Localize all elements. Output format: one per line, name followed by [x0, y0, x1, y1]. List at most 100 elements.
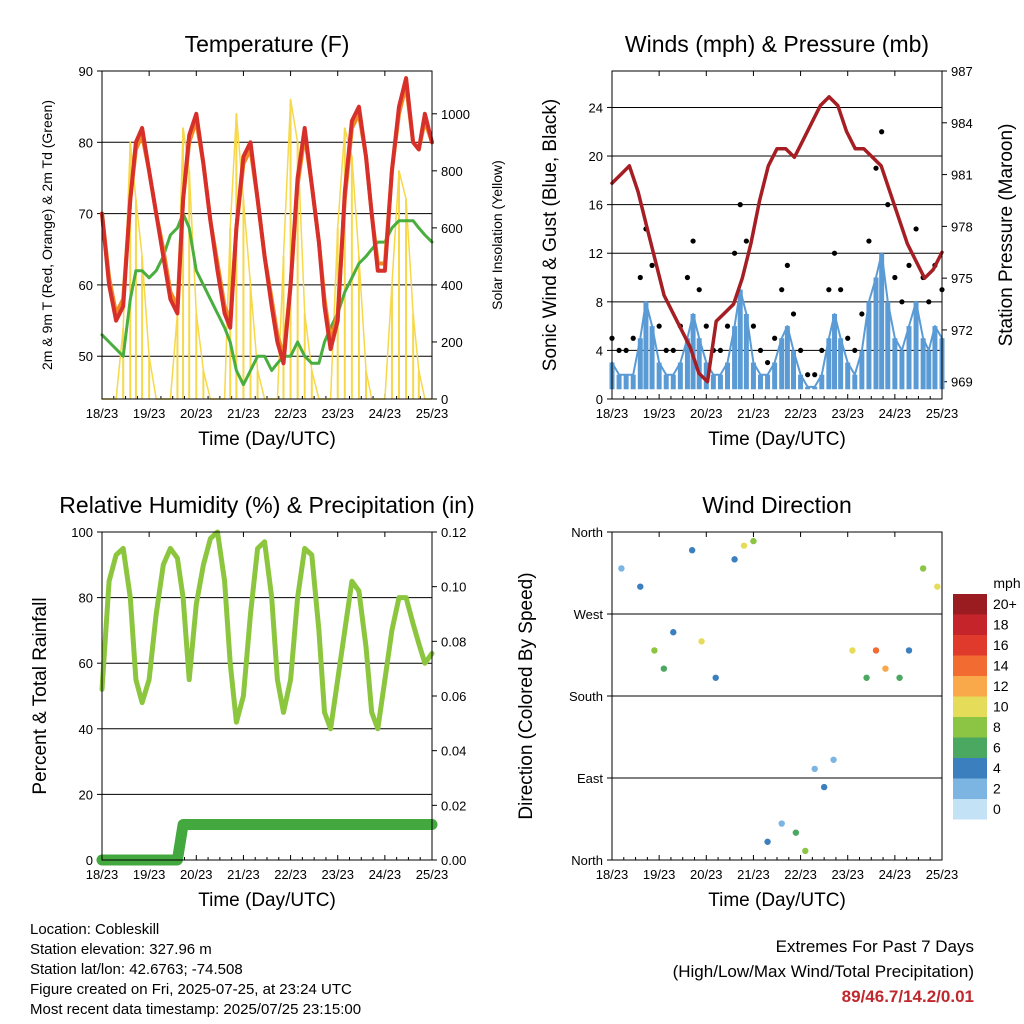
- y-right-tick-label: 984: [951, 116, 973, 131]
- x-tick-label: 19/23: [133, 867, 166, 882]
- y-tick-label: 16: [589, 198, 603, 213]
- x-tick-label: 25/23: [926, 406, 959, 421]
- direction-point: [731, 556, 738, 563]
- y-axis-label: Sonic Wind & Gust (Blue, Black): [540, 99, 561, 371]
- y-tick-label: 20: [589, 149, 603, 164]
- precip-line: [96, 819, 438, 866]
- y-tick-label: 100: [71, 525, 93, 540]
- y-tick-label: North: [571, 853, 603, 868]
- extremes-subtitle: (High/Low/Max Wind/Total Precipitation): [672, 962, 974, 981]
- y-right-tick-label: 600: [441, 221, 463, 236]
- direction-point: [882, 665, 889, 672]
- y-tick-label: 0: [86, 853, 93, 868]
- x-tick-label: 24/23: [879, 406, 912, 421]
- gust-point: [831, 250, 838, 256]
- y-right-tick-label: 972: [951, 323, 973, 338]
- gust-point: [866, 238, 872, 244]
- x-tick-label: 25/23: [926, 867, 959, 882]
- temp-2m-line: [100, 76, 434, 366]
- direction-point: [618, 565, 625, 572]
- plot-border: [101, 70, 433, 400]
- direction-point: [637, 583, 644, 590]
- direction-point: [660, 665, 668, 672]
- gust-point: [750, 323, 757, 329]
- gust-point: [790, 311, 797, 317]
- y-right-tick-label: 981: [951, 168, 973, 183]
- gust-point: [637, 274, 643, 281]
- gust-point: [805, 372, 811, 378]
- legend-label: 12: [993, 678, 1009, 694]
- x-tick-label: 23/23: [321, 867, 354, 882]
- legend-label: 16: [993, 637, 1009, 653]
- gust-point: [743, 238, 749, 244]
- direction-point: [740, 542, 748, 549]
- direction-point: [934, 583, 941, 590]
- gust-point: [696, 287, 702, 293]
- legend-swatch: [953, 676, 987, 697]
- gust-point: [879, 129, 885, 135]
- x-tick-label: 23/23: [831, 867, 864, 882]
- solar-line: [101, 98, 433, 400]
- legend-label: 2: [993, 781, 1001, 797]
- direction-point: [919, 565, 927, 572]
- gust-point: [845, 335, 851, 341]
- direction-point: [651, 647, 658, 654]
- info-latlon: Station lat/lon: 42.6763; -74.508: [30, 961, 243, 978]
- direction-point: [764, 838, 771, 845]
- station-info: Location: Cobleskill Station elevation: …: [30, 920, 361, 1020]
- gust-point: [819, 347, 825, 354]
- direction-point: [849, 647, 856, 654]
- y-tick-label: 90: [79, 64, 93, 79]
- pressure-line: [610, 95, 944, 384]
- gust-point: [616, 347, 622, 354]
- y-tick-label: East: [577, 771, 603, 786]
- x-tick-label: 22/23: [274, 867, 307, 882]
- y-axis-label: Percent & Total Rainfall: [30, 597, 51, 794]
- info-created: Figure created on Fri, 2025-07-25, at 23…: [30, 981, 352, 998]
- y-tick-label: 20: [79, 787, 93, 802]
- y-tick-label: 4: [596, 343, 603, 358]
- chart-title: Wind Direction: [702, 492, 852, 518]
- x-tick-label: 21/23: [737, 406, 770, 421]
- y-axis-label: 2m & 9m T (Red, Orange) & 2m Td (Green): [39, 100, 55, 370]
- info-timestamp: Most recent data timestamp: 2025/07/25 2…: [30, 1001, 362, 1018]
- legend-label: 8: [993, 719, 1001, 735]
- y-tick-label: 60: [79, 656, 93, 671]
- x-axis-label: Time (Day/UTC): [708, 890, 846, 911]
- legend-swatch: [953, 758, 987, 779]
- y-tick-label: South: [569, 689, 603, 704]
- y-right-tick-label: 0.02: [441, 798, 466, 813]
- legend-label: 14: [993, 658, 1009, 674]
- direction-point: [698, 638, 705, 645]
- legend-label: 6: [993, 740, 1001, 756]
- direction-point: [830, 756, 837, 763]
- gust-point: [906, 262, 912, 268]
- x-tick-label: 22/23: [784, 406, 817, 421]
- x-tick-label: 24/23: [879, 867, 912, 882]
- y-tick-label: North: [571, 525, 603, 540]
- y-right-tick-label: 975: [951, 271, 973, 286]
- y-tick-label: West: [574, 607, 604, 622]
- x-tick-label: 20/23: [690, 867, 723, 882]
- x-tick-label: 19/23: [643, 406, 676, 421]
- y-right-tick-label: 0.00: [441, 853, 466, 868]
- humidity-precip-panel: Relative Humidity (%) & Precipitation (i…: [30, 492, 475, 911]
- dewpoint-line: [100, 212, 434, 387]
- gust-point: [690, 238, 696, 244]
- wind-line: [611, 252, 943, 388]
- extremes-title: Extremes For Past 7 Days: [775, 937, 974, 956]
- legend-swatch: [953, 594, 987, 615]
- gust-point: [724, 323, 731, 329]
- direction-point: [896, 674, 903, 681]
- direction-point: [670, 629, 677, 636]
- y-right-tick-label: 1000: [441, 107, 470, 122]
- x-tick-label: 19/23: [133, 406, 166, 421]
- x-tick-label: 25/23: [416, 867, 449, 882]
- direction-point: [863, 674, 870, 681]
- y-tick-label: 12: [589, 246, 603, 261]
- wind-speed-legend: mph 20+ 18 16 14 12 10 8 6 4 2 0: [953, 575, 1021, 820]
- gust-point: [731, 250, 738, 256]
- gust-point: [899, 299, 905, 305]
- direction-point: [688, 547, 696, 554]
